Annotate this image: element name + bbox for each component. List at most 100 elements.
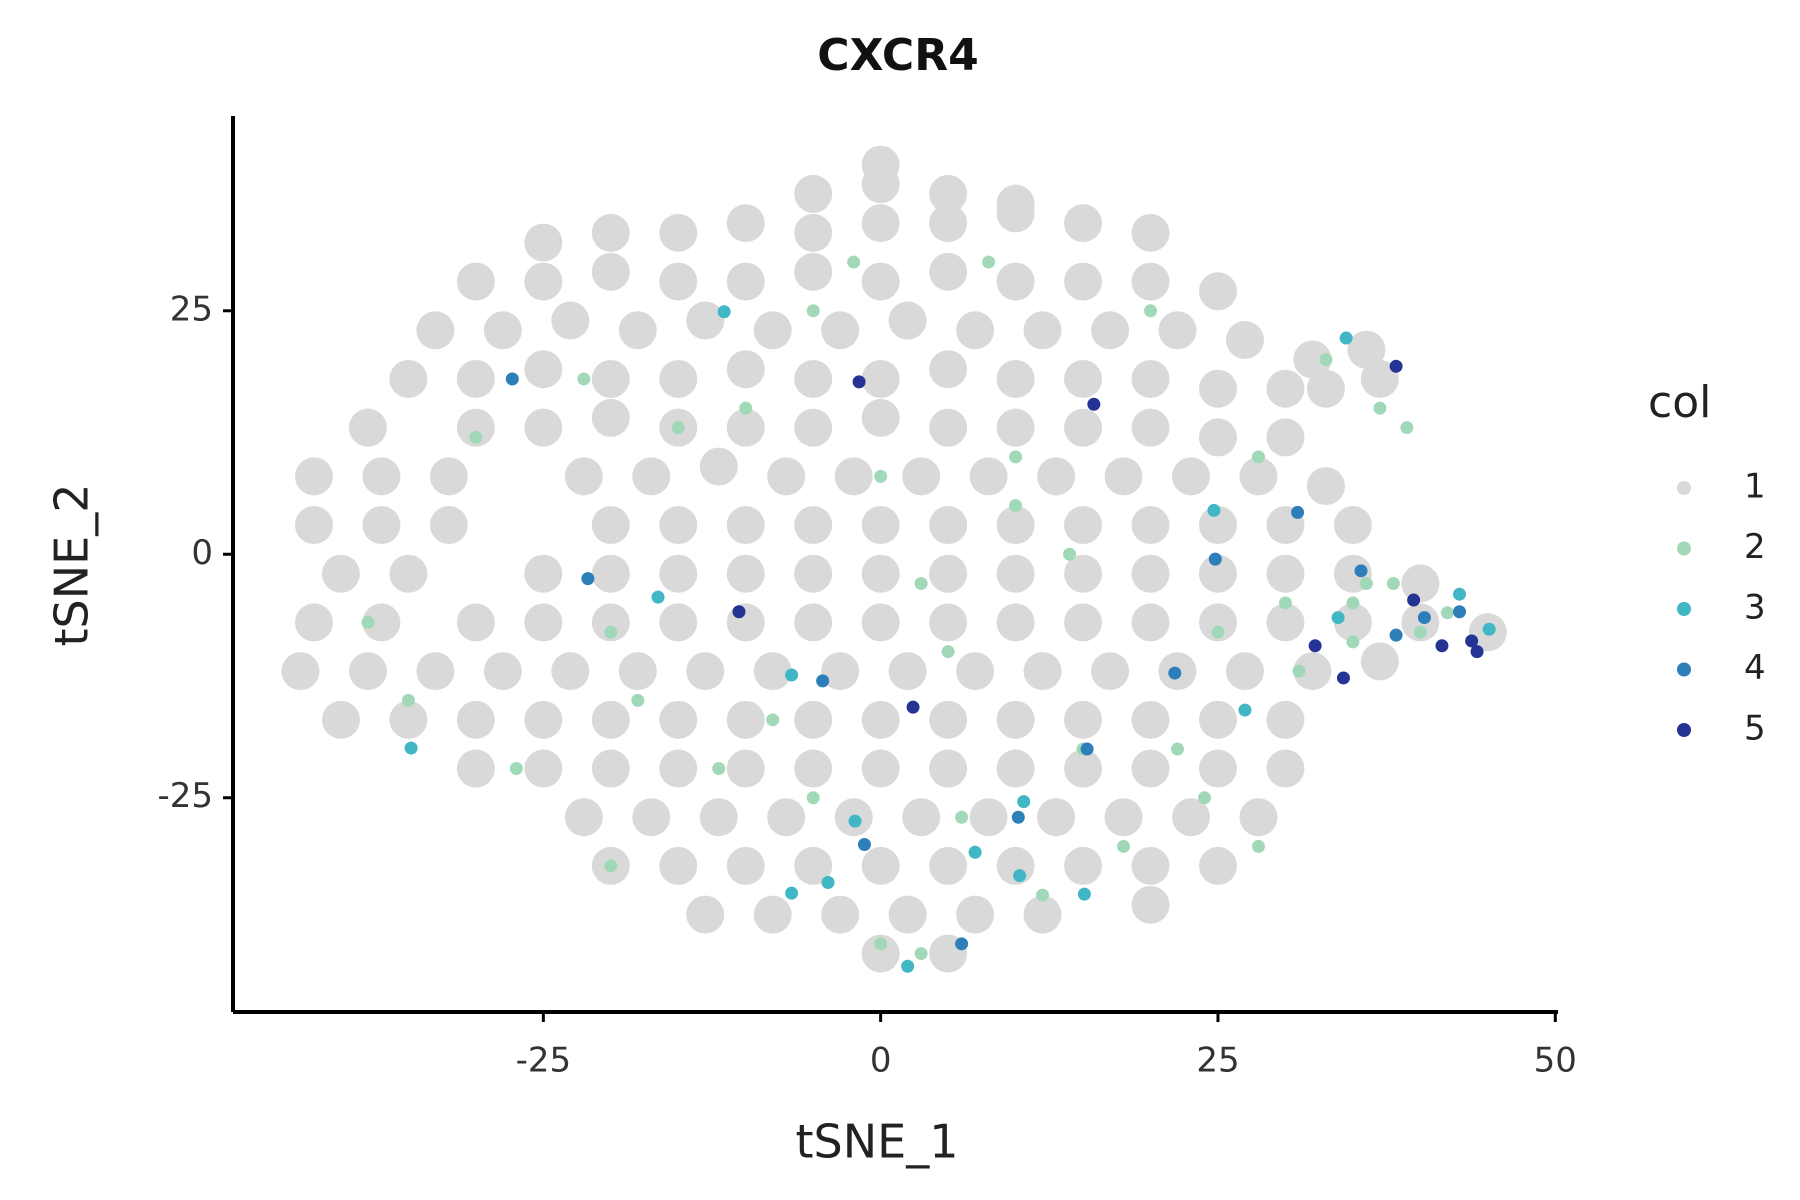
point (874, 469, 888, 483)
point (294, 506, 333, 545)
point (591, 398, 630, 437)
point (1131, 408, 1170, 447)
point (429, 457, 468, 496)
point (659, 554, 698, 593)
point (861, 398, 900, 437)
point (524, 749, 563, 788)
point (1168, 666, 1182, 680)
point (806, 791, 820, 805)
point (1023, 311, 1062, 350)
legend-label: 3 (1744, 588, 1766, 628)
point (726, 700, 765, 739)
point (794, 252, 833, 291)
point (888, 895, 927, 934)
point (469, 430, 483, 444)
point (794, 846, 833, 885)
point (929, 506, 968, 545)
point (524, 603, 563, 642)
point (1131, 700, 1170, 739)
point (996, 408, 1035, 447)
point (929, 554, 968, 593)
point (1266, 418, 1305, 457)
point (1339, 331, 1353, 345)
point (659, 213, 698, 252)
point (456, 262, 495, 301)
point (1373, 401, 1387, 415)
point (1465, 634, 1479, 648)
point (1131, 506, 1170, 545)
point (767, 457, 806, 496)
point (659, 846, 698, 885)
point (996, 194, 1035, 233)
point (794, 174, 833, 213)
point (888, 301, 927, 340)
point (416, 652, 455, 691)
point (1198, 554, 1237, 593)
point (929, 174, 968, 213)
point (1225, 321, 1264, 359)
point (1037, 798, 1076, 837)
point (1251, 839, 1265, 853)
point (618, 652, 657, 691)
point (1440, 606, 1454, 620)
point (767, 798, 806, 837)
point (794, 359, 833, 398)
point (294, 457, 333, 496)
point (659, 603, 698, 642)
point (591, 506, 630, 545)
point (389, 359, 428, 398)
point (1171, 457, 1210, 496)
point (1238, 703, 1252, 717)
point (1198, 603, 1237, 642)
point (929, 350, 968, 389)
point (1064, 262, 1103, 301)
point (821, 311, 860, 350)
point (929, 603, 968, 642)
point (591, 359, 630, 398)
point (1251, 450, 1265, 464)
point (1198, 846, 1237, 885)
x-tick-label: 25 (1196, 1041, 1239, 1081)
point (416, 311, 455, 350)
point (794, 554, 833, 593)
point (1389, 359, 1403, 373)
point (861, 603, 900, 642)
point (726, 554, 765, 593)
point (686, 301, 725, 340)
point (732, 605, 746, 619)
point (996, 700, 1035, 739)
point (362, 603, 401, 642)
point (1064, 408, 1103, 447)
point (861, 749, 900, 788)
point (591, 603, 630, 642)
point (686, 652, 725, 691)
point (861, 554, 900, 593)
legend-label: 4 (1744, 648, 1766, 688)
point (1131, 554, 1170, 593)
point (1266, 603, 1305, 642)
point (1198, 418, 1237, 457)
point (1278, 596, 1292, 610)
point (321, 554, 360, 593)
point (1131, 213, 1170, 252)
point (1360, 359, 1399, 398)
point (591, 700, 630, 739)
point (1346, 635, 1360, 649)
legend-label: 5 (1744, 709, 1766, 749)
point (914, 576, 928, 590)
point (726, 408, 765, 447)
point (651, 590, 665, 604)
point (1091, 311, 1130, 350)
point (1011, 810, 1025, 824)
point (1117, 839, 1131, 853)
point (861, 700, 900, 739)
point (1171, 742, 1185, 756)
point (361, 615, 375, 629)
point (753, 311, 792, 350)
point (524, 554, 563, 593)
point (1207, 503, 1221, 517)
point (785, 668, 799, 682)
point (1331, 611, 1345, 625)
point (686, 895, 725, 934)
point (902, 798, 941, 837)
